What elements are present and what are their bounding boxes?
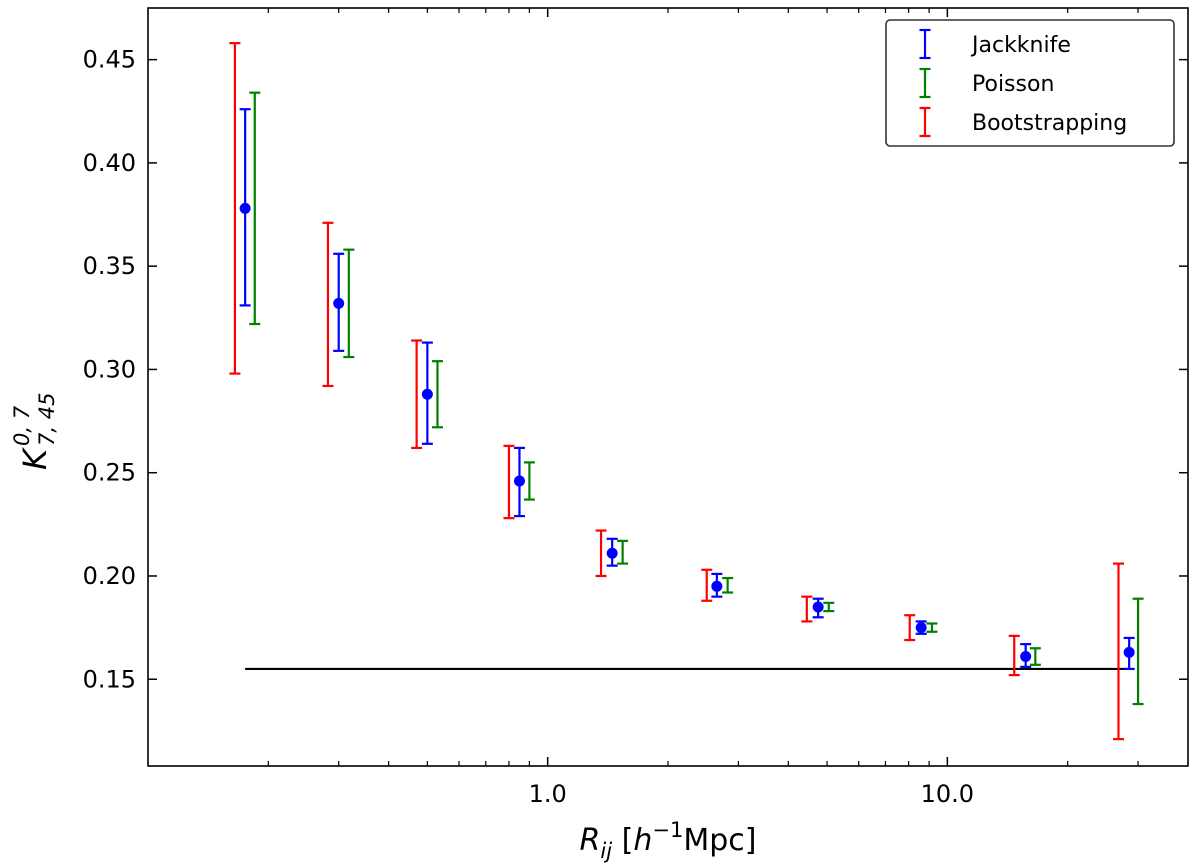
data-point (1123, 646, 1135, 658)
series-bootstrapping (229, 42, 1124, 741)
legend: Jackknife Poisson Bootstrapping (885, 19, 1175, 147)
errorbar (421, 341, 433, 445)
errorbar (823, 601, 835, 613)
errorbar (513, 446, 525, 518)
axes: 1.0 10.0 0.15 0.20 0.25 0.30 0.35 0.40 0.45 (83, 7, 1189, 808)
y-tick-label: 0.40 (83, 149, 136, 177)
errorbar (411, 339, 423, 450)
data-point (915, 622, 927, 634)
errorbar (595, 529, 607, 578)
errorbar (431, 360, 443, 429)
y-tick-label: 0.35 (83, 252, 136, 280)
y-axis-label-superscript: 0, 7 (10, 405, 34, 446)
errorbar (1029, 647, 1041, 666)
data-point (239, 202, 251, 214)
y-tick-label: 0.30 (83, 355, 136, 383)
errorbar-layer (229, 42, 1144, 741)
errorbar (926, 622, 938, 633)
errorbar (343, 248, 355, 359)
errorbar (904, 614, 916, 642)
legend-label: Bootstrapping (972, 111, 1127, 136)
y-axis-label-main: K (16, 446, 54, 470)
errorbar (915, 620, 927, 635)
series-jackknife (239, 108, 1135, 671)
errorbar (812, 597, 824, 619)
errorbar (722, 576, 734, 594)
errorbar (1020, 643, 1032, 668)
data-point (1020, 651, 1032, 663)
y-axis-label: K 7, 45 0, 7 (10, 383, 62, 470)
legend-entry-jackknife: Jackknife (919, 28, 1071, 60)
x-tick-label: 10.0 (921, 780, 974, 808)
data-point (812, 601, 824, 613)
errorbar (229, 42, 241, 375)
legend-entry-poisson: Poisson (919, 67, 1054, 99)
errorbar (801, 595, 813, 623)
y-axis-label-subscript: 7, 45 (35, 393, 59, 446)
errorbar (606, 537, 618, 567)
legend-label: Poisson (972, 72, 1054, 97)
y-axis-ticks: 0.15 0.20 0.25 0.30 0.35 0.40 0.45 (83, 46, 1188, 693)
legend-entry-bootstrapping: Bootstrapping (919, 106, 1127, 138)
series-poisson (249, 91, 1144, 706)
legend-box (885, 19, 1175, 147)
errorbar (249, 91, 261, 326)
errorbar (333, 252, 345, 352)
y-tick-label: 0.15 (83, 665, 136, 693)
errorbar (322, 221, 334, 388)
x-axis-label: Rij [h−1Mpc] (580, 818, 757, 863)
svg-text:K 7, 45 0, 7: K 7, 45 0, 7 (10, 383, 62, 470)
y-tick-label: 0.45 (83, 46, 136, 74)
errorbar (1132, 597, 1144, 706)
errorbar (617, 539, 629, 565)
errorbar (1123, 636, 1135, 671)
legend-entries: Jackknife Poisson Bootstrapping (919, 28, 1127, 138)
errorbar (523, 461, 535, 501)
x-tick-label: 1.0 (529, 780, 567, 808)
legend-label: Jackknife (970, 33, 1071, 58)
y-tick-label: 0.20 (83, 562, 136, 590)
data-point (606, 547, 618, 559)
errorbar (239, 108, 251, 307)
errorbar (503, 444, 515, 520)
data-point (711, 580, 723, 592)
data-point (333, 297, 345, 309)
errorbar (1008, 634, 1020, 677)
x-axis-ticks: 1.0 10.0 (267, 8, 1139, 808)
errorbar (711, 572, 723, 598)
errorbar (701, 568, 713, 602)
data-point (513, 475, 525, 487)
y-tick-label: 0.25 (83, 459, 136, 487)
errorbar (1112, 562, 1124, 741)
data-point (421, 388, 433, 400)
